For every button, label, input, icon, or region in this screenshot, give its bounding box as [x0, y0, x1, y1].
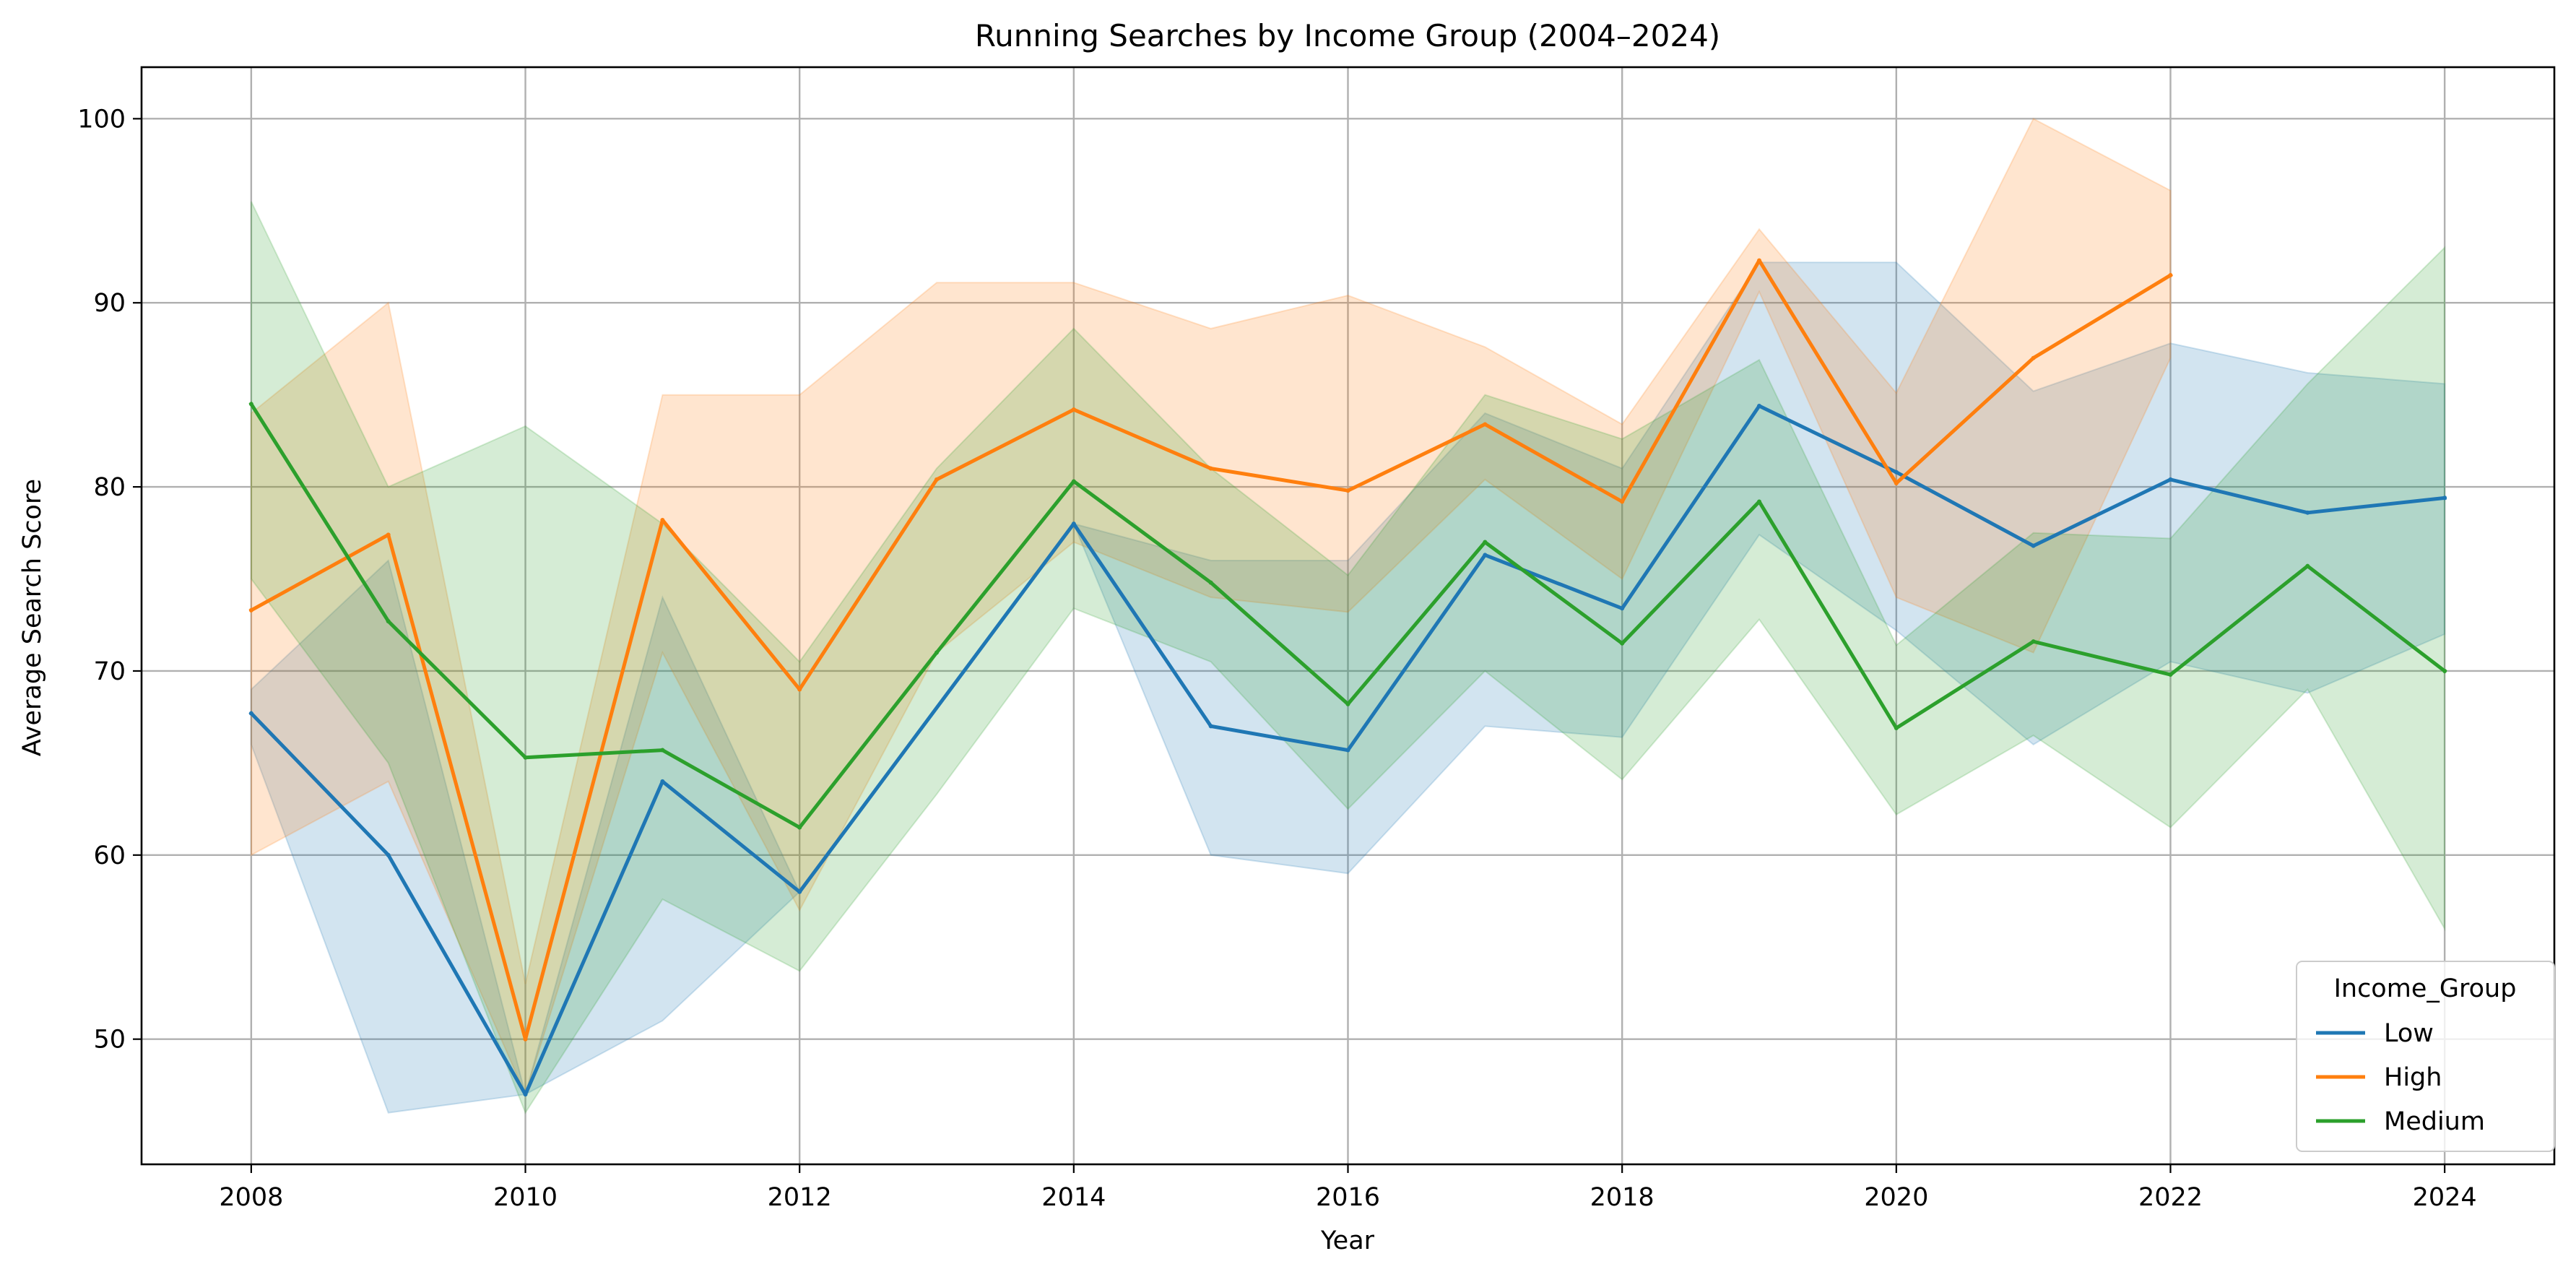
data-point-low-2020	[1894, 469, 1899, 475]
data-point-low-2017	[1483, 553, 1488, 558]
chart-title: Running Searches by Income Group (2004–2…	[975, 18, 1720, 53]
data-point-low-2010	[523, 1092, 528, 1097]
data-point-low-2023	[2305, 510, 2310, 515]
legend-label-low: Low	[2384, 1019, 2434, 1048]
data-point-medium-2014	[1071, 479, 1076, 484]
data-point-low-2014	[1071, 521, 1076, 527]
confidence-band-high	[250, 118, 2172, 1097]
legend-label-high: High	[2384, 1063, 2442, 1092]
data-point-high-2016	[1345, 488, 1350, 493]
data-point-high-2010	[523, 1036, 528, 1042]
data-point-low-2022	[2168, 477, 2173, 482]
data-point-low-2021	[2031, 543, 2036, 548]
data-point-medium-2023	[2305, 563, 2310, 568]
data-point-medium-2024	[2442, 668, 2447, 673]
data-point-medium-2016	[1345, 701, 1350, 706]
data-point-low-2019	[1756, 403, 1761, 408]
data-point-low-2008	[248, 711, 253, 716]
data-point-high-2022	[2168, 272, 2173, 277]
y-tick-label-50: 50	[93, 1026, 126, 1055]
data-point-medium-2008	[248, 402, 253, 407]
axis-layer: 2008 2010 2012 2014 2016 2018 2020 2022 2024 50 60…	[77, 66, 2556, 1212]
data-point-low-2015	[1208, 724, 1213, 729]
x-tick-label-2024: 2024	[2413, 1183, 2477, 1212]
legend-title: Income_Group	[2334, 974, 2517, 1003]
data-point-medium-2021	[2031, 639, 2036, 644]
data-point-low-2016	[1345, 748, 1350, 753]
data-point-high-2011	[660, 517, 665, 522]
data-point-medium-2020	[1894, 725, 1899, 730]
data-point-high-2021	[2031, 355, 2036, 360]
x-axis-label: Year	[1320, 1226, 1375, 1255]
data-point-high-2018	[1620, 499, 1625, 504]
y-tick-label-80: 80	[93, 473, 126, 502]
data-point-low-2018	[1620, 606, 1625, 611]
data-point-high-2020	[1894, 480, 1899, 485]
legend-label-medium: Medium	[2384, 1107, 2485, 1136]
data-point-medium-2011	[660, 748, 665, 753]
grid-layer	[142, 67, 2554, 1164]
series-line-layer	[248, 258, 2447, 1097]
confidence-band-medium	[250, 201, 2446, 1114]
data-point-medium-2012	[797, 825, 802, 830]
data-point-medium-2015	[1208, 580, 1213, 585]
data-point-medium-2017	[1483, 540, 1488, 545]
data-point-high-2014	[1071, 407, 1076, 412]
data-point-high-2013	[934, 477, 940, 482]
x-tick-label-2018: 2018	[1590, 1183, 1655, 1212]
data-point-medium-2022	[2168, 672, 2173, 678]
data-point-low-2011	[660, 779, 665, 784]
legend: Income_Group Low High Medium	[2296, 961, 2555, 1152]
x-tick-label-2020: 2020	[1864, 1183, 1928, 1212]
y-axis-label: Average Search Score	[18, 479, 47, 756]
confidence-band-layer	[250, 118, 2446, 1114]
legend-items: Low High Medium	[2316, 1019, 2485, 1136]
x-tick-label-2012: 2012	[768, 1183, 832, 1212]
data-point-medium-2010	[523, 755, 528, 760]
data-point-high-2008	[248, 607, 253, 612]
data-point-low-2009	[386, 852, 391, 857]
x-tick-label-2008: 2008	[219, 1183, 283, 1212]
data-point-high-2019	[1756, 258, 1761, 263]
data-point-high-2009	[386, 532, 391, 537]
data-point-medium-2009	[386, 619, 391, 624]
data-point-high-2017	[1483, 422, 1488, 427]
x-tick-label-2010: 2010	[493, 1183, 558, 1212]
x-tick-label-2016: 2016	[1316, 1183, 1380, 1212]
data-point-low-2024	[2442, 495, 2447, 501]
data-point-medium-2019	[1756, 499, 1761, 504]
data-point-low-2012	[797, 889, 802, 894]
series-line-low	[248, 404, 2447, 1096]
data-point-medium-2018	[1620, 641, 1625, 646]
y-tick-label-60: 60	[93, 841, 126, 870]
x-tick-label-2022: 2022	[2138, 1183, 2203, 1212]
y-tick-label-90: 90	[93, 289, 126, 318]
data-point-medium-2013	[934, 650, 940, 655]
data-point-high-2012	[797, 687, 802, 692]
y-tick-label-70: 70	[93, 657, 126, 686]
legend-frame	[2296, 961, 2555, 1152]
x-tick-label-2014: 2014	[1041, 1183, 1106, 1212]
data-point-high-2015	[1208, 466, 1213, 471]
y-tick-label-100: 100	[77, 105, 126, 134]
